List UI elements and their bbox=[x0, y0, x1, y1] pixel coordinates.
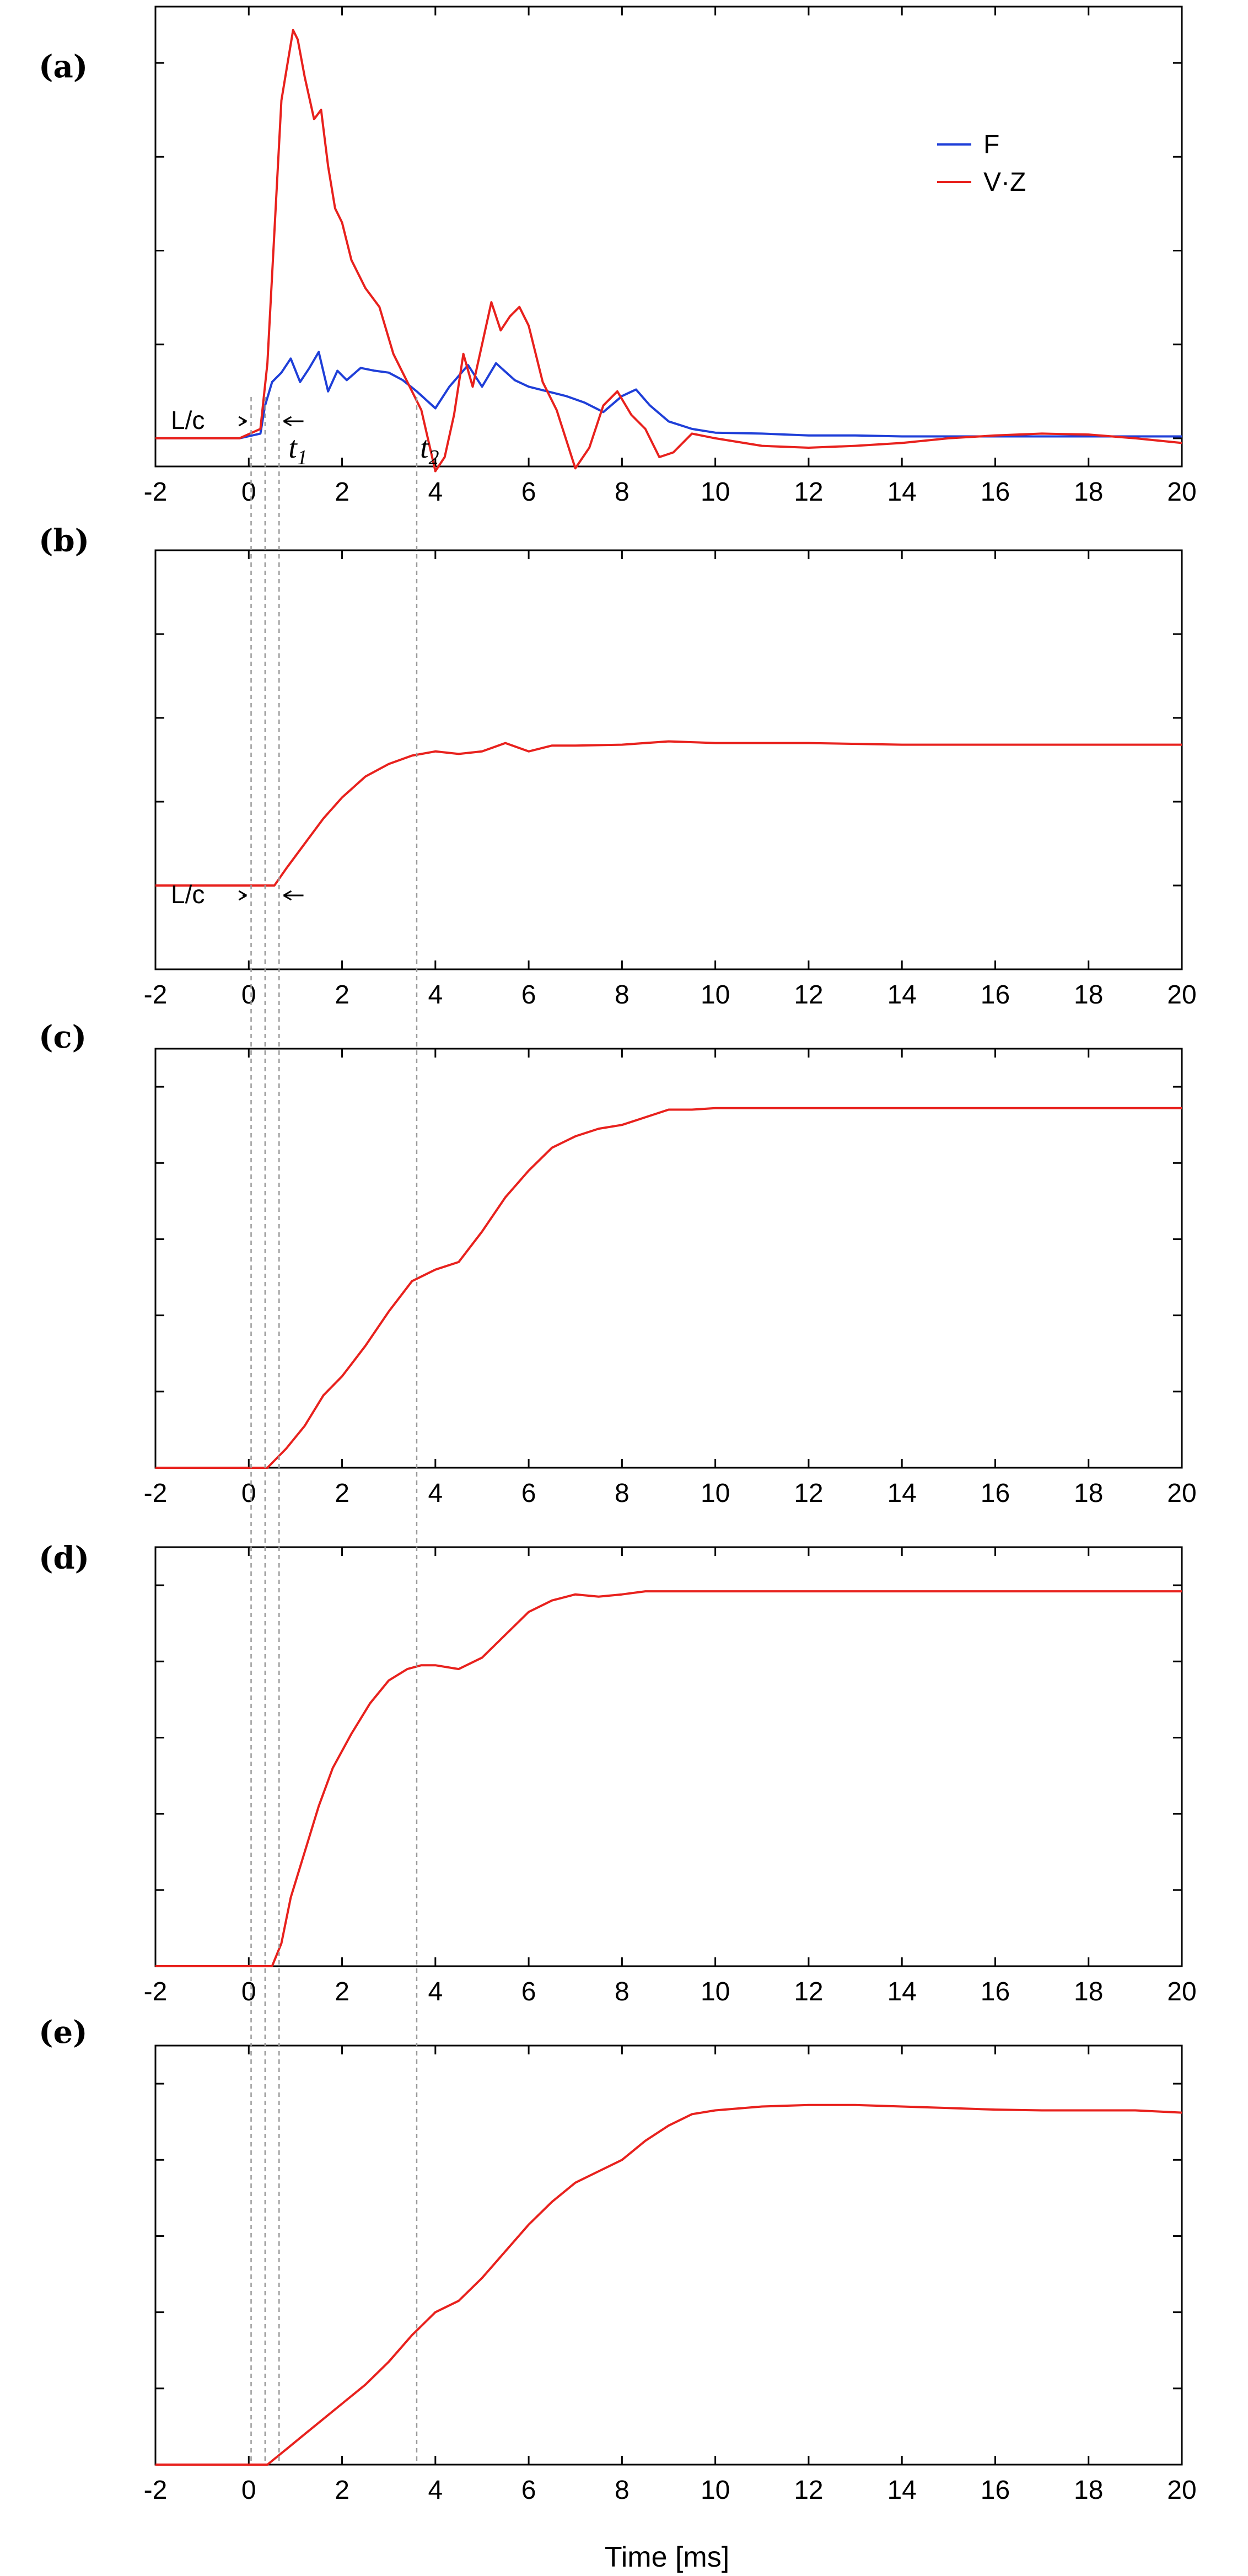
x-tick-label: 14 bbox=[887, 980, 916, 1010]
x-tick-label: -2 bbox=[144, 477, 168, 507]
x-tick-label: 2 bbox=[335, 1479, 349, 1508]
x-tick-label: 10 bbox=[701, 980, 730, 1010]
x-tick-label: 6 bbox=[521, 2476, 536, 2505]
x-tick-label: 8 bbox=[615, 2476, 630, 2505]
x-tick-label: 0 bbox=[241, 1977, 256, 2006]
arrow-head bbox=[283, 890, 292, 901]
legend-label: F bbox=[983, 130, 999, 159]
x-tick-label: 2 bbox=[335, 2476, 349, 2505]
x-tick-label: 4 bbox=[428, 477, 443, 507]
x-tick-label: 6 bbox=[521, 1479, 536, 1508]
x-tick-label: 16 bbox=[981, 2476, 1010, 2505]
x-tick-label: -2 bbox=[144, 2476, 168, 2505]
x-tick-label: 4 bbox=[428, 1977, 443, 2006]
x-tick-label: 18 bbox=[1074, 2476, 1103, 2505]
chart-panel-c: (c) -2 0 2 4 6 8 10 12 14 16 18 20 bbox=[39, 1019, 1197, 1508]
x-tick-label: 12 bbox=[794, 2476, 823, 2505]
x-tick-label: 12 bbox=[794, 477, 823, 507]
panel-label: (b) bbox=[39, 523, 89, 559]
x-tick-label: 12 bbox=[794, 1977, 823, 2006]
x-tick-label: 6 bbox=[521, 980, 536, 1010]
panel-label: (c) bbox=[39, 1019, 87, 1055]
legend-label: V·Z bbox=[983, 168, 1026, 197]
legend: F V·Z bbox=[937, 130, 1026, 197]
panel-label: (e) bbox=[39, 2014, 88, 2051]
x-tick-label: 10 bbox=[701, 1479, 730, 1508]
x-tick-label: 6 bbox=[521, 477, 536, 507]
x-tick-label: 0 bbox=[241, 1479, 256, 1508]
plot-frame bbox=[154, 2044, 1183, 2466]
t2-annotation: t2 bbox=[420, 431, 439, 469]
x-tick-label: 8 bbox=[615, 980, 630, 1010]
x-tick-label: 14 bbox=[887, 1479, 916, 1508]
x-tick-label: 4 bbox=[428, 2476, 443, 2505]
chart-panel-d: (d) -2 0 2 4 6 8 10 12 14 16 18 20 bbox=[39, 1540, 1197, 2006]
t2-subscript: 2 bbox=[429, 446, 439, 469]
x-tick-label: 16 bbox=[981, 477, 1010, 507]
x-tick-label: -2 bbox=[144, 980, 168, 1010]
plot-frame bbox=[154, 1546, 1183, 1967]
x-tick-label: 6 bbox=[521, 1977, 536, 2006]
x-tick-label: 20 bbox=[1167, 980, 1196, 1010]
x-tick-label: 10 bbox=[701, 477, 730, 507]
lc-annotation: L/c bbox=[171, 406, 205, 434]
x-tick-label: 18 bbox=[1074, 980, 1103, 1010]
x-tick-label: 20 bbox=[1167, 477, 1196, 507]
x-axis-label: Time [ms] bbox=[605, 2541, 729, 2573]
arrow-head bbox=[238, 890, 248, 901]
x-tick-label: 8 bbox=[615, 477, 630, 507]
series-line-red bbox=[155, 740, 1182, 887]
series-line-f bbox=[155, 351, 1182, 439]
x-tick-label: 12 bbox=[794, 1479, 823, 1508]
x-tick-label: 4 bbox=[428, 980, 443, 1010]
lc-annotation: L/c bbox=[171, 880, 205, 909]
arrow-head bbox=[238, 416, 248, 427]
chart-panel-b: (b) -2 0 2 4 6 8 10 12 14 16 18 20 L/c bbox=[39, 523, 1197, 1010]
x-tick-label: 8 bbox=[615, 1977, 630, 2006]
x-tick-label: 16 bbox=[981, 980, 1010, 1010]
x-tick-label: 20 bbox=[1167, 1479, 1196, 1508]
x-tick-label: 0 bbox=[241, 980, 256, 1010]
x-tick-label: 2 bbox=[335, 980, 349, 1010]
x-tick-label: 20 bbox=[1167, 2476, 1196, 2505]
series-line-red bbox=[155, 1107, 1182, 1469]
x-tick-label: 14 bbox=[887, 2476, 916, 2505]
x-tick-label: 0 bbox=[241, 2476, 256, 2505]
plot-frame bbox=[154, 549, 1183, 970]
t1-subscript: 1 bbox=[297, 446, 308, 469]
t1-annotation: t1 bbox=[288, 431, 308, 469]
plot-frame bbox=[154, 6, 1183, 468]
x-tick-label: 2 bbox=[335, 477, 349, 507]
x-tick-label: 16 bbox=[981, 1479, 1010, 1508]
x-tick-label: 10 bbox=[701, 2476, 730, 2505]
plot-frame bbox=[154, 1048, 1183, 1469]
x-tick-label: -2 bbox=[144, 1977, 168, 2006]
x-tick-label: 0 bbox=[241, 477, 256, 507]
series-line-red bbox=[155, 1590, 1182, 1967]
chart-panel-e: (e) -2 0 2 4 6 8 10 12 14 16 18 20 bbox=[39, 2014, 1197, 2505]
x-tick-label: 4 bbox=[428, 1479, 443, 1508]
panel-label: (a) bbox=[39, 49, 88, 85]
x-tick-label: 12 bbox=[794, 980, 823, 1010]
x-tick-label: -2 bbox=[144, 1479, 168, 1508]
series-line-red bbox=[155, 2103, 1182, 2466]
x-tick-label: 14 bbox=[887, 477, 916, 507]
x-tick-label: 18 bbox=[1074, 1977, 1103, 2006]
x-tick-label: 14 bbox=[887, 1977, 916, 2006]
series-line-vz bbox=[155, 29, 1182, 473]
arrow-head bbox=[283, 416, 292, 427]
x-tick-label: 2 bbox=[335, 1977, 349, 2006]
x-tick-label: 16 bbox=[981, 1977, 1010, 2006]
x-tick-label: 18 bbox=[1074, 477, 1103, 507]
x-tick-label: 10 bbox=[701, 1977, 730, 2006]
time-guide-lines bbox=[250, 397, 418, 2465]
x-tick-label: 18 bbox=[1074, 1479, 1103, 1508]
x-tick-label: 20 bbox=[1167, 1977, 1196, 2006]
x-tick-label: 8 bbox=[615, 1479, 630, 1508]
panel-label: (d) bbox=[39, 1540, 89, 1576]
